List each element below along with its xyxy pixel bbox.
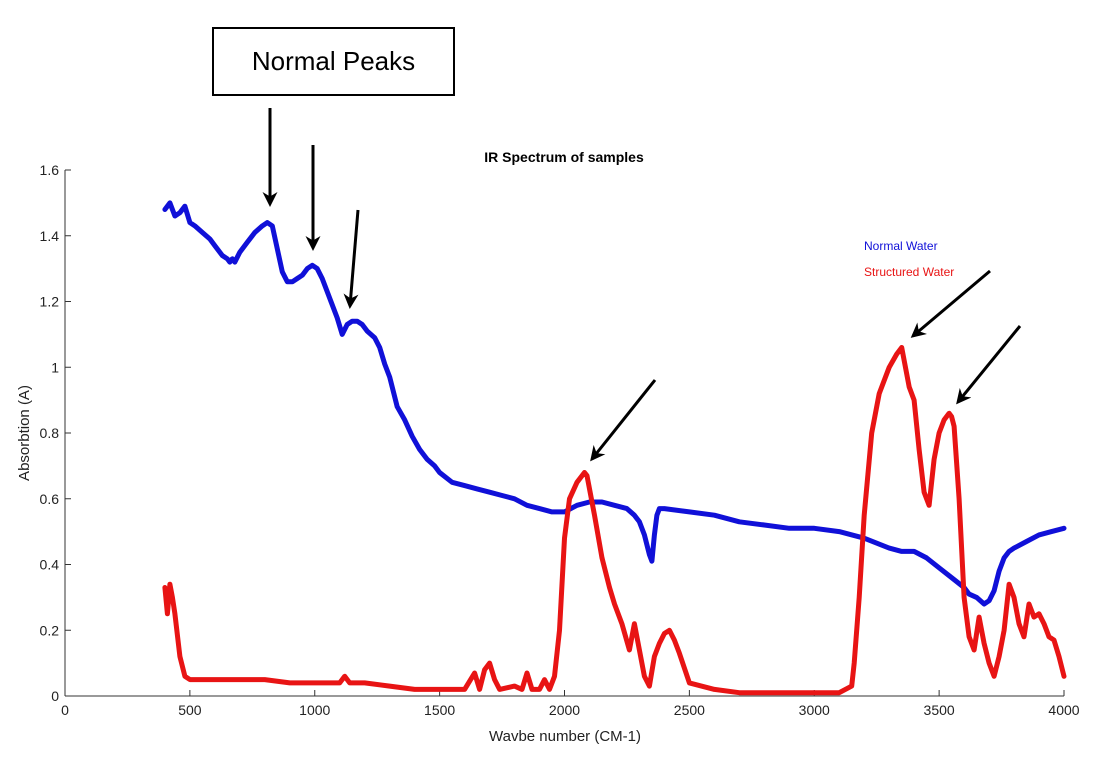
legend-entry-normal-water: Normal Water [864,239,938,253]
axes-group: 0 500 1000 1500 2000 2500 3000 3500 4000 0 0.2 0.4 0… [40,162,1080,718]
x-tick-label: 0 [61,702,69,718]
normal-peaks-callout: Normal Peaks [212,27,455,96]
x-tick-label: 2500 [674,702,705,718]
y-tick-label: 0 [51,688,59,704]
peak-arrow-6 [956,325,1022,405]
series-group [162,200,1067,696]
y-tick-label: 0.8 [40,425,60,441]
peak-arrow-5 [910,269,991,338]
y-tick-label: 0.4 [40,557,60,573]
y-tick-label: 1.2 [40,294,60,310]
series-line-normal-water [162,200,1067,607]
x-tick-label: 3000 [799,702,830,718]
y-tick-label: 1.4 [40,228,60,244]
series-line-structured-water [162,345,1067,696]
y-tick-label: 0.2 [40,622,60,638]
chart-title: IR Spectrum of samples [484,149,644,165]
y-axis-label: Absorbtion (A) [16,385,33,481]
legend: Normal Water Structured Water [864,239,954,279]
x-tick-label: 4000 [1048,702,1079,718]
y-tick-label: 1.6 [40,162,60,178]
x-tick-label: 1000 [299,702,330,718]
y-tick-label: 1 [51,359,59,375]
annotation-arrows [262,108,1022,462]
x-axis-label: Wavbe number (CM-1) [489,728,641,745]
legend-entry-structured-water: Structured Water [864,265,954,279]
x-tick-label: 500 [178,702,202,718]
y-tick-label: 0.6 [40,491,60,507]
x-tick-label: 3500 [924,702,955,718]
x-tick-label: 2000 [549,702,580,718]
peak-arrow-4 [590,379,657,462]
x-tick-label: 1500 [424,702,455,718]
peak-arrow-3 [343,209,360,309]
